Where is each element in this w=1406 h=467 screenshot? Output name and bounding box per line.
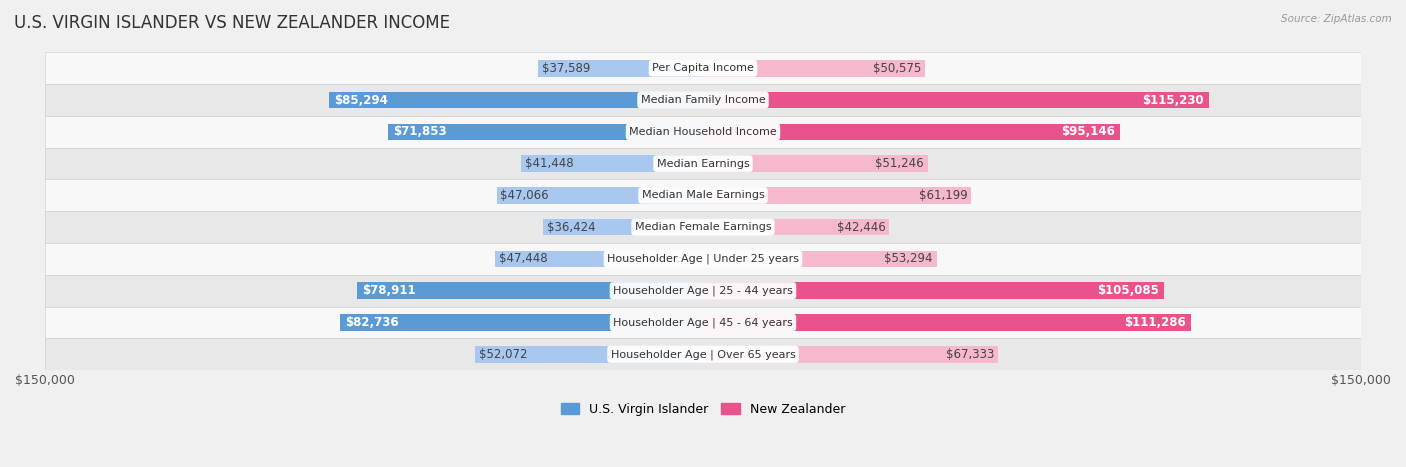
Text: $67,333: $67,333 bbox=[946, 348, 994, 361]
Text: $82,736: $82,736 bbox=[346, 316, 399, 329]
Text: Per Capita Income: Per Capita Income bbox=[652, 63, 754, 73]
Text: $61,199: $61,199 bbox=[918, 189, 967, 202]
Bar bbox=[703, 187, 972, 204]
Text: $50,575: $50,575 bbox=[873, 62, 921, 75]
Bar bbox=[45, 275, 1361, 307]
Bar bbox=[45, 52, 1361, 84]
Text: $78,911: $78,911 bbox=[363, 284, 416, 297]
Bar bbox=[495, 251, 703, 267]
Bar bbox=[703, 92, 1209, 108]
Bar bbox=[329, 92, 703, 108]
Bar bbox=[357, 283, 703, 299]
Bar bbox=[45, 116, 1361, 148]
Legend: U.S. Virgin Islander, New Zealander: U.S. Virgin Islander, New Zealander bbox=[555, 398, 851, 421]
Bar bbox=[340, 314, 703, 331]
Bar bbox=[703, 314, 1191, 331]
Bar bbox=[45, 211, 1361, 243]
Text: Householder Age | 25 - 44 years: Householder Age | 25 - 44 years bbox=[613, 285, 793, 296]
Bar bbox=[45, 179, 1361, 211]
Bar bbox=[538, 60, 703, 77]
Text: Source: ZipAtlas.com: Source: ZipAtlas.com bbox=[1281, 14, 1392, 24]
Bar bbox=[703, 251, 936, 267]
Text: $53,294: $53,294 bbox=[884, 253, 932, 265]
Text: Householder Age | 45 - 64 years: Householder Age | 45 - 64 years bbox=[613, 317, 793, 328]
Bar bbox=[496, 187, 703, 204]
Text: Median Family Income: Median Family Income bbox=[641, 95, 765, 105]
Text: $52,072: $52,072 bbox=[478, 348, 527, 361]
Bar bbox=[45, 307, 1361, 339]
Bar bbox=[475, 346, 703, 362]
Text: $95,146: $95,146 bbox=[1062, 125, 1115, 138]
Text: Householder Age | Under 25 years: Householder Age | Under 25 years bbox=[607, 254, 799, 264]
Text: Median Male Earnings: Median Male Earnings bbox=[641, 191, 765, 200]
Bar bbox=[703, 219, 889, 235]
Text: $47,448: $47,448 bbox=[499, 253, 547, 265]
Bar bbox=[45, 243, 1361, 275]
Text: Median Household Income: Median Household Income bbox=[628, 127, 778, 137]
Text: $105,085: $105,085 bbox=[1097, 284, 1159, 297]
Bar bbox=[703, 124, 1121, 140]
Bar bbox=[45, 148, 1361, 179]
Bar bbox=[543, 219, 703, 235]
Bar bbox=[703, 283, 1164, 299]
Bar bbox=[703, 60, 925, 77]
Bar bbox=[703, 346, 998, 362]
Text: Median Female Earnings: Median Female Earnings bbox=[634, 222, 772, 232]
Text: $71,853: $71,853 bbox=[394, 125, 447, 138]
Text: Median Earnings: Median Earnings bbox=[657, 159, 749, 169]
Text: $115,230: $115,230 bbox=[1142, 93, 1204, 106]
Bar bbox=[703, 156, 928, 172]
Bar bbox=[45, 339, 1361, 370]
Text: $51,246: $51,246 bbox=[876, 157, 924, 170]
Text: $42,446: $42,446 bbox=[837, 221, 886, 234]
Bar bbox=[45, 84, 1361, 116]
Text: $85,294: $85,294 bbox=[335, 93, 388, 106]
Text: Householder Age | Over 65 years: Householder Age | Over 65 years bbox=[610, 349, 796, 360]
Text: $111,286: $111,286 bbox=[1125, 316, 1185, 329]
Bar bbox=[522, 156, 703, 172]
Bar bbox=[388, 124, 703, 140]
Text: $36,424: $36,424 bbox=[547, 221, 596, 234]
Text: $41,448: $41,448 bbox=[524, 157, 574, 170]
Text: U.S. VIRGIN ISLANDER VS NEW ZEALANDER INCOME: U.S. VIRGIN ISLANDER VS NEW ZEALANDER IN… bbox=[14, 14, 450, 32]
Text: $37,589: $37,589 bbox=[543, 62, 591, 75]
Text: $47,066: $47,066 bbox=[501, 189, 550, 202]
